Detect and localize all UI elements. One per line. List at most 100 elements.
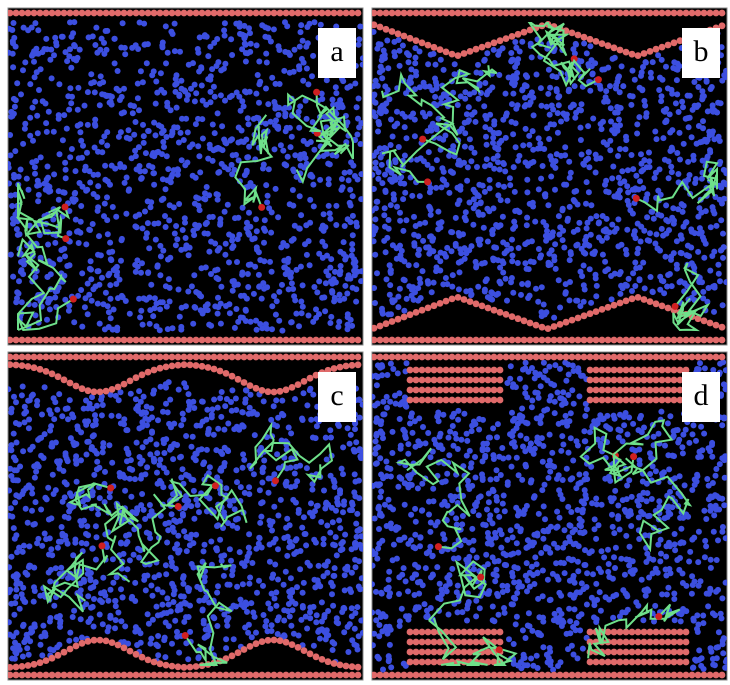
wall-bead	[205, 337, 212, 344]
solvent-bead	[12, 104, 18, 110]
wall-bead	[611, 10, 618, 17]
solvent-bead	[531, 259, 537, 265]
solvent-bead	[90, 433, 96, 439]
wall-bead	[557, 337, 564, 344]
solvent-bead	[584, 242, 590, 248]
wall-bead	[671, 337, 678, 344]
solvent-bead	[100, 575, 106, 581]
solvent-bead	[62, 479, 68, 485]
solvent-bead	[215, 311, 221, 317]
solvent-bead	[658, 213, 664, 219]
solvent-bead	[163, 562, 169, 568]
solvent-bead	[518, 433, 524, 439]
solvent-bead	[160, 409, 166, 415]
solvent-bead	[20, 384, 26, 390]
wall-bead	[283, 672, 290, 679]
solvent-bead	[279, 411, 285, 417]
solvent-bead	[646, 238, 652, 244]
solvent-bead	[186, 399, 192, 405]
wall-bead	[605, 337, 612, 344]
solvent-bead	[593, 536, 599, 542]
wall-bead	[193, 663, 200, 670]
solvent-bead	[180, 581, 186, 587]
chain-end	[633, 195, 640, 202]
wall-bead	[151, 354, 158, 361]
solvent-bead	[22, 59, 28, 65]
solvent-bead	[265, 601, 271, 607]
solvent-bead	[469, 243, 475, 249]
solvent-bead	[30, 392, 36, 398]
solvent-bead	[354, 269, 360, 275]
solvent-bead	[567, 204, 573, 210]
solvent-bead	[44, 317, 50, 323]
solvent-bead	[254, 228, 260, 234]
solvent-bead	[297, 103, 303, 109]
solvent-bead	[256, 59, 262, 65]
wall-bead	[377, 24, 384, 31]
wall-bead	[301, 672, 308, 679]
wall-bead	[491, 39, 498, 46]
solvent-bead	[51, 129, 57, 135]
solvent-bead	[261, 226, 267, 232]
solvent-bead	[321, 541, 327, 547]
wall-bead	[695, 10, 702, 17]
solvent-bead	[607, 83, 613, 89]
wall-bead	[611, 44, 618, 51]
solvent-bead	[540, 459, 546, 465]
solvent-bead	[281, 68, 287, 74]
solvent-bead	[78, 616, 84, 622]
solvent-bead	[12, 148, 18, 154]
solvent-bead	[286, 544, 292, 550]
solvent-bead	[27, 397, 33, 403]
solvent-bead	[688, 245, 694, 251]
solvent-bead	[412, 45, 418, 51]
wall-bead	[479, 44, 486, 51]
solvent-bead	[192, 305, 198, 311]
solvent-bead	[516, 245, 522, 251]
solvent-bead	[300, 282, 306, 288]
solvent-bead	[108, 587, 114, 593]
solvent-bead	[275, 214, 281, 220]
solvent-bead	[515, 260, 521, 266]
solvent-bead	[117, 474, 123, 480]
solvent-bead	[32, 624, 38, 630]
solvent-bead	[562, 152, 568, 158]
solvent-bead	[692, 103, 698, 109]
solvent-bead	[105, 598, 111, 604]
solvent-bead	[354, 604, 360, 610]
wall-bead	[485, 305, 492, 312]
solvent-bead	[593, 213, 599, 219]
solvent-bead	[110, 204, 116, 210]
solvent-bead	[602, 182, 608, 188]
chain-end	[313, 89, 320, 96]
solvent-bead	[444, 245, 450, 251]
solvent-bead	[343, 254, 349, 260]
solvent-bead	[221, 66, 227, 72]
solvent-bead	[114, 86, 120, 92]
solvent-bead	[562, 291, 568, 297]
solvent-bead	[489, 84, 495, 90]
solvent-bead	[240, 315, 246, 321]
solvent-bead	[42, 631, 48, 637]
wall-bead	[241, 337, 248, 344]
solvent-bead	[169, 581, 175, 587]
solvent-bead	[13, 420, 19, 426]
solvent-bead	[556, 277, 562, 283]
solvent-bead	[240, 205, 246, 211]
wall-bead	[467, 48, 474, 55]
solvent-bead	[48, 443, 54, 449]
solvent-bead	[152, 295, 158, 301]
solvent-bead	[300, 605, 306, 611]
solvent-bead	[75, 107, 81, 113]
solvent-bead	[211, 432, 217, 438]
solvent-bead	[330, 647, 336, 653]
solvent-bead	[546, 67, 552, 73]
solvent-bead	[560, 206, 566, 212]
solvent-bead	[100, 440, 106, 446]
solvent-bead	[696, 123, 702, 129]
solvent-bead	[174, 236, 180, 242]
solvent-bead	[593, 272, 599, 278]
solvent-bead	[121, 551, 127, 557]
solvent-bead	[300, 78, 306, 84]
solvent-bead	[400, 196, 406, 202]
